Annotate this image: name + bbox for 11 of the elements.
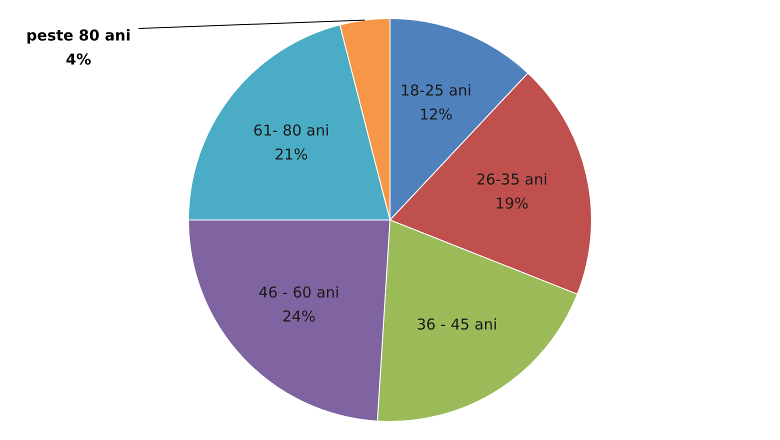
data-label: 4% bbox=[66, 50, 92, 68]
slice-label: 26-35 ani bbox=[476, 170, 548, 189]
data-label: 24% bbox=[282, 307, 316, 326]
slice-label: 18-25 ani bbox=[400, 82, 472, 100]
slice-label: 61- 80 ani bbox=[253, 121, 330, 140]
data-label: 19% bbox=[495, 194, 529, 213]
data-label: 21% bbox=[274, 145, 308, 164]
slice-label: 46 - 60 ani bbox=[258, 283, 340, 302]
slice-label: 36 - 45 ani bbox=[416, 315, 498, 334]
data-label: 12% bbox=[419, 106, 453, 124]
slice-label: peste 80 ani bbox=[26, 26, 131, 44]
